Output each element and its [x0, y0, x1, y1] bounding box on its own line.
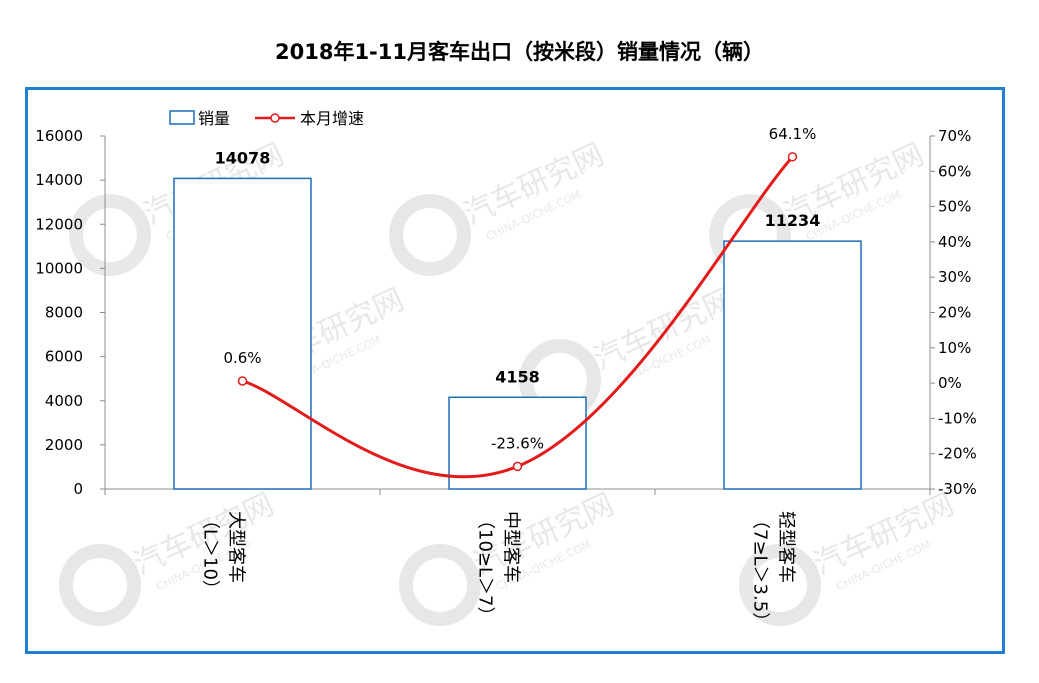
y-right-tick-label: 70% — [938, 127, 971, 145]
y-right-tick-label: -10% — [938, 409, 977, 427]
bar-value-label: 4158 — [495, 367, 540, 386]
y-left-tick-label: 8000 — [45, 304, 83, 322]
y-right-tick-label: -20% — [938, 445, 977, 463]
y-right-tick-label: 10% — [938, 339, 971, 357]
axes: 0 2000 4000 6000 8000 10000 12000 14000 16000 -30… — [35, 127, 976, 498]
y-left-tick-label: 2000 — [45, 436, 83, 454]
legend-line-label: 本月增速 — [300, 109, 364, 128]
y-right-tick-label: 0% — [938, 374, 962, 392]
y-right-tick-label: 40% — [938, 233, 971, 251]
y-right-tick-label: 50% — [938, 198, 971, 216]
legend-bar-label: 销量 — [198, 109, 230, 128]
y-right-tick-label: 20% — [938, 304, 971, 322]
y-left-tick-label: 16000 — [35, 127, 83, 145]
line-series — [237, 152, 798, 479]
legend: 销量 本月增速 — [169, 109, 364, 128]
bar-value-label: 14078 — [215, 148, 271, 167]
y-right-tick-label: 60% — [938, 162, 971, 180]
line-point — [512, 461, 523, 472]
y-left-tick-label: 10000 — [35, 259, 83, 277]
chart-title: 2018年1-11月客车出口（按米段）销量情况（辆） — [275, 40, 764, 64]
data-labels: 14078 4158 11234 0.6% -23.6% 64.1% — [215, 125, 821, 453]
bar-series — [173, 177, 862, 490]
y-left-tick-label: 6000 — [45, 348, 83, 366]
category-label-line1: 轻型客车 — [776, 511, 797, 583]
bar — [448, 396, 587, 490]
category-label: 轻型客车（7≥L＞3.5） — [750, 511, 797, 630]
category-labels: 大型客车（L＞10） 中型客车（10≥L＞7） 轻型客车（7≥L＞3.5） — [200, 511, 797, 630]
category-label-line1: 中型客车 — [501, 511, 522, 583]
bar — [173, 177, 312, 490]
line-value-label: 0.6% — [223, 349, 261, 367]
chart-frame — [25, 87, 1005, 654]
line-value-label: -23.6% — [491, 434, 544, 452]
category-label-line2: （7≥L＞3.5） — [750, 511, 771, 630]
y-left-tick-label: 12000 — [35, 215, 83, 233]
bar-value-label: 11234 — [765, 211, 821, 230]
category-label-line2: （10≥L＞7） — [475, 511, 496, 624]
category-label-line2: （L＞10） — [200, 511, 221, 598]
line-point — [787, 152, 798, 162]
category-label-line1: 大型客车 — [226, 511, 247, 583]
y-left-tick-label: 0 — [73, 480, 83, 498]
category-label: 中型客车（10≥L＞7） — [475, 511, 522, 624]
y-right-tick-label: -30% — [938, 480, 977, 498]
legend-line-marker — [270, 113, 280, 123]
line-point — [237, 376, 248, 386]
y-left-tick-label: 4000 — [45, 392, 83, 410]
legend-bar-swatch — [169, 110, 195, 125]
line-value-label: 64.1% — [769, 125, 817, 143]
y-right-tick-label: 30% — [938, 268, 971, 286]
y-left-tick-label: 14000 — [35, 171, 83, 189]
bar — [723, 240, 862, 490]
category-label: 大型客车（L＞10） — [200, 511, 247, 598]
